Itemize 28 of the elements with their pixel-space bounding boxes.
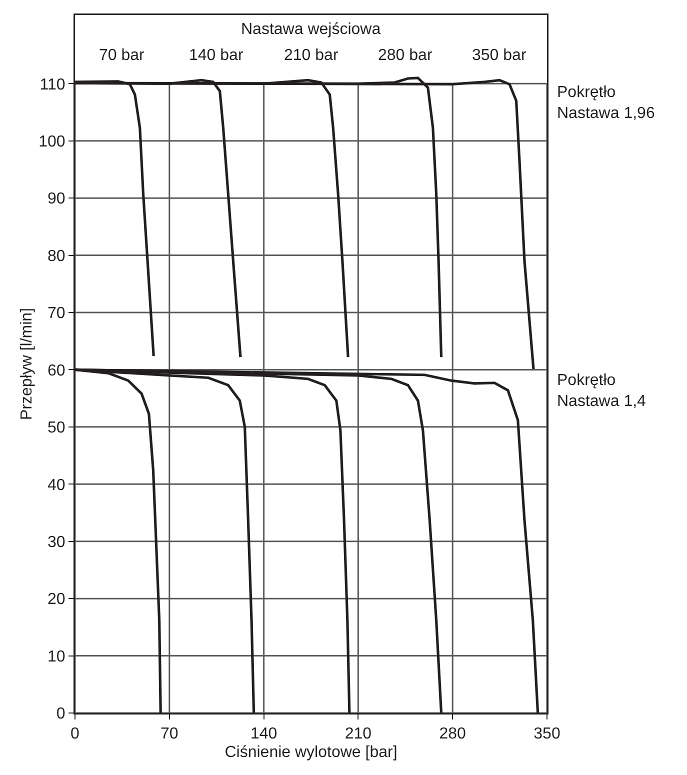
annotation: 70 bar [99,47,146,64]
annotation: Nastawa wejściowa [241,21,381,38]
y-tick-label: 30 [48,534,66,551]
x-tick-label: 280 [439,726,466,743]
y-tick-label: 0 [56,706,66,723]
annotation: 210 bar [284,47,339,64]
x-tick-label: 350 [534,726,560,743]
y-tick-label: 10 [48,648,66,666]
y-tick-label: 90 [48,190,66,208]
x-tick-label: 0 [70,726,80,743]
text: Pokrętło Nastawa 1,96 [557,84,655,122]
text: Pokrętło Nastawa 1,4 [557,372,646,410]
x-tick-label: 210 [344,726,372,743]
x-axis-title: Ciśnienie wylotowe [bar] [224,744,398,762]
y-tick-label: 70 [48,305,66,322]
y-tick-label: 50 [48,420,66,437]
y-tick-label: 20 [48,591,66,608]
annotation: 280 bar [378,47,433,64]
y-tick-label: 60 [48,362,66,380]
x-tick-label: 70 [160,726,178,743]
y-tick-label: 80 [48,248,66,265]
x-tick-label: 140 [250,726,278,743]
annotation: 140 bar [189,47,244,64]
y-tick-label: 100 [38,133,66,150]
y-axis-title: Przepływ [l/min] [18,308,36,420]
y-tick-label: 40 [48,476,66,494]
annotation: 350 bar [472,47,527,64]
y-tick-label: 110 [40,76,66,94]
